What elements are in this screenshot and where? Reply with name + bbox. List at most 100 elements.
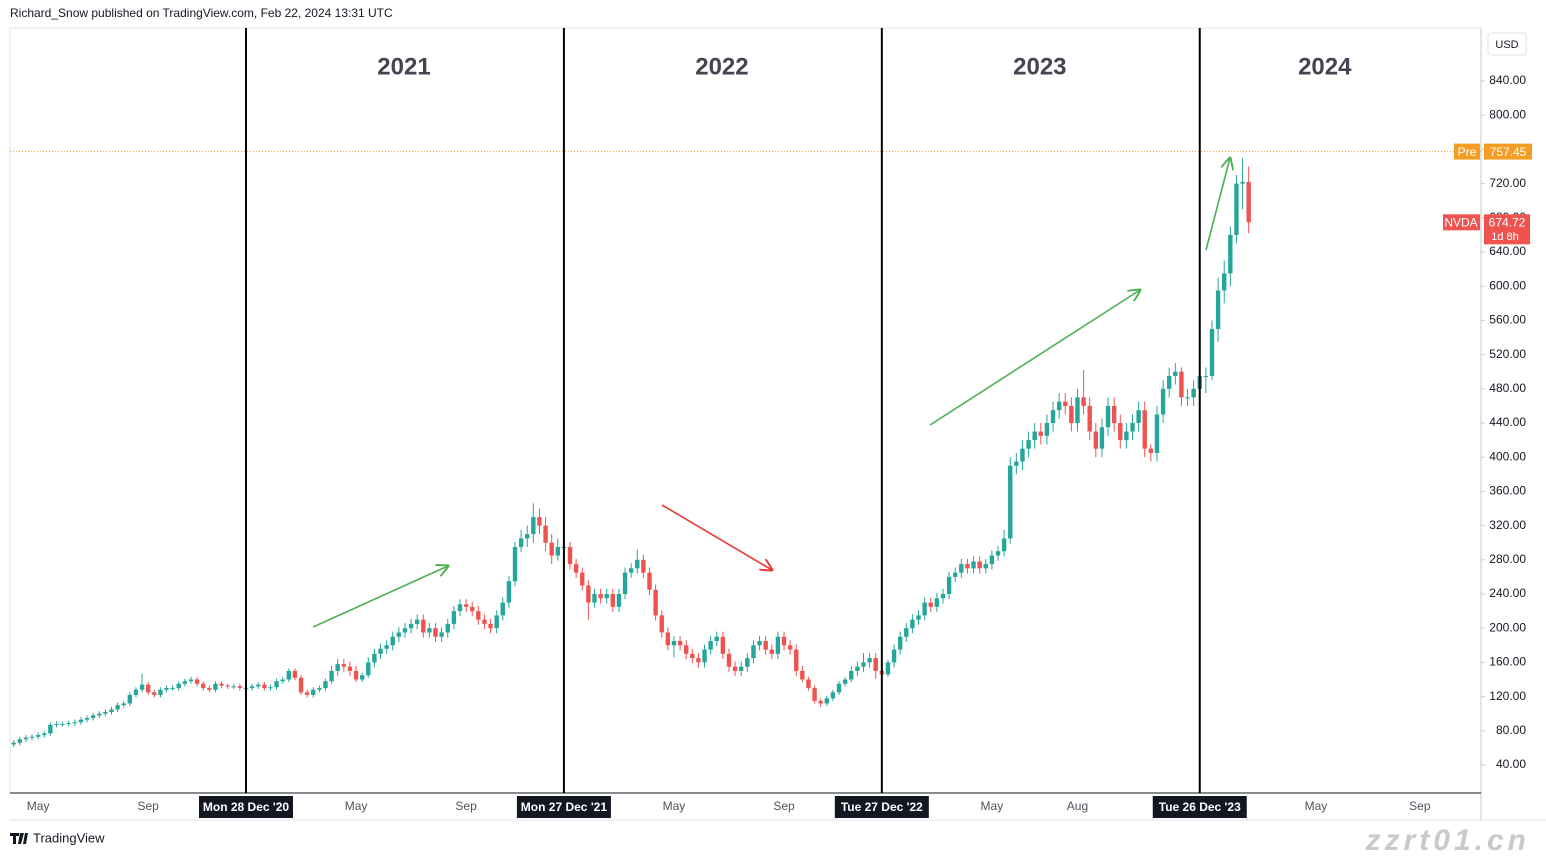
candle-body <box>904 628 909 637</box>
candle-body <box>1032 431 1037 441</box>
candle-body <box>965 564 970 569</box>
candle-body <box>910 619 915 629</box>
y-tick-label: 720.00 <box>1489 176 1526 190</box>
candle-body <box>103 711 108 714</box>
last-price: 674.72 <box>1489 215 1526 229</box>
divider-label: Tue 27 Dec '22 <box>841 800 923 814</box>
y-tick-label: 800.00 <box>1489 107 1526 121</box>
candle-body <box>213 683 218 690</box>
divider-label-box <box>1152 796 1247 818</box>
candle-body <box>188 679 194 682</box>
candle-body <box>567 546 573 565</box>
candle-body <box>512 546 518 582</box>
y-tick-label: 120.00 <box>1489 689 1526 703</box>
candle-body <box>885 662 891 675</box>
candle-body <box>237 686 243 689</box>
candle-body <box>145 684 151 693</box>
logo-icon <box>10 833 28 844</box>
candle-body <box>317 688 322 690</box>
candle-body <box>194 679 200 684</box>
candle-body <box>353 670 359 680</box>
y-tick-label: 160.00 <box>1489 655 1526 669</box>
divider-label: Tue 26 Dec '23 <box>1159 800 1241 814</box>
y-tick-label: 320.00 <box>1489 518 1526 532</box>
candle-body <box>1105 405 1111 428</box>
candle-body <box>604 594 609 599</box>
premarket-tag-label: Pre <box>1458 145 1477 159</box>
candle-body <box>298 677 304 693</box>
candle-body <box>329 670 334 682</box>
candle-body <box>867 658 872 663</box>
candle-body <box>439 632 444 637</box>
candle-body <box>48 724 53 734</box>
candle-body <box>726 653 732 667</box>
candle-body <box>396 632 402 637</box>
candle-body <box>946 576 952 595</box>
candle-body <box>940 594 946 599</box>
y-tick-label: 480.00 <box>1489 381 1526 395</box>
candle-body <box>1038 431 1044 436</box>
footer-logo[interactable]: TradingView <box>33 830 105 845</box>
candle-body <box>659 615 664 633</box>
currency-box[interactable] <box>1487 32 1527 56</box>
candle-body <box>414 619 420 624</box>
candle-body <box>812 688 817 701</box>
candle-body <box>824 698 830 704</box>
chart-layer: 40.00 80.00 120.00 160.00 200.00 240.00 280.00… <box>10 28 1532 818</box>
candle-body <box>928 602 933 607</box>
candle-body <box>830 692 836 699</box>
candle-body <box>1166 375 1172 389</box>
candle-body <box>751 645 756 659</box>
candle-body <box>335 664 340 671</box>
candle-body <box>341 664 347 667</box>
candle-body <box>1148 448 1154 453</box>
candle-body <box>1215 290 1221 329</box>
candle-body <box>1173 371 1178 376</box>
candle-body <box>445 623 450 633</box>
candle-body <box>60 723 65 725</box>
candle-body <box>922 602 927 616</box>
candle-body <box>714 636 719 642</box>
candle-body <box>304 692 310 695</box>
year-label: 2023 <box>1013 53 1066 80</box>
candle-body <box>323 681 328 689</box>
candle-body <box>1142 410 1147 449</box>
candle-body <box>274 681 279 688</box>
candle-body <box>677 641 683 646</box>
x-tick-label: Sep <box>137 799 159 813</box>
candle-body <box>292 670 298 678</box>
candle-body <box>653 589 658 616</box>
candle-body <box>537 517 542 526</box>
x-tick-label: Sep <box>773 799 795 813</box>
symbol-tag <box>1443 214 1480 231</box>
candle-body <box>408 623 414 629</box>
candle-body <box>1008 465 1013 539</box>
x-tick-label: Aug <box>1067 799 1088 813</box>
candle-body <box>934 598 940 607</box>
candle-body <box>384 645 389 649</box>
candle-body <box>836 683 842 693</box>
candle-body <box>170 688 175 690</box>
candle-body <box>995 551 1001 556</box>
candle-body <box>989 555 995 565</box>
candle-body <box>1050 410 1056 424</box>
candle-body <box>1087 405 1092 432</box>
candle-body <box>1118 423 1123 441</box>
x-tick-label: May <box>345 799 368 813</box>
candle-body <box>494 615 499 629</box>
candle-body <box>402 628 408 633</box>
candle-body <box>543 525 548 543</box>
candle-body <box>739 666 744 671</box>
candle-body <box>628 568 634 573</box>
candle-body <box>732 666 738 671</box>
candle-body <box>610 594 616 607</box>
candle-body <box>763 641 768 650</box>
candle-body <box>427 628 432 633</box>
candle-body <box>256 684 261 687</box>
candle-body <box>390 636 395 646</box>
candle-body <box>451 611 457 624</box>
candle-body <box>182 681 188 684</box>
x-tick-label: Sep <box>1409 799 1431 813</box>
